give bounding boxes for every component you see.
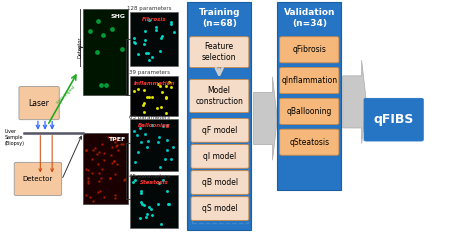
Text: Fibrosis: Fibrosis <box>142 17 166 22</box>
Polygon shape <box>343 60 366 144</box>
Text: Feature
selection: Feature selection <box>202 42 237 62</box>
Text: Detector: Detector <box>77 37 82 58</box>
Text: qI model: qI model <box>203 152 237 161</box>
FancyBboxPatch shape <box>191 197 249 220</box>
Text: 128 parameters: 128 parameters <box>127 6 172 11</box>
Text: Steatosis: Steatosis <box>140 180 168 185</box>
Text: Ballooning: Ballooning <box>137 123 171 128</box>
Text: SHG Signal: SHG Signal <box>56 85 76 105</box>
FancyBboxPatch shape <box>280 98 339 124</box>
Text: qFIBS: qFIBS <box>374 113 414 126</box>
Text: qInflammation: qInflammation <box>281 76 337 85</box>
Text: TPEF: TPEF <box>109 137 126 142</box>
Text: 63 parameters: 63 parameters <box>129 115 170 120</box>
Text: qS model: qS model <box>202 204 238 213</box>
Text: Liver
Sample
(Biopsy): Liver Sample (Biopsy) <box>5 129 25 146</box>
Text: Laser: Laser <box>28 99 50 108</box>
FancyBboxPatch shape <box>280 68 339 94</box>
Text: Detector: Detector <box>23 176 53 182</box>
FancyBboxPatch shape <box>190 37 249 68</box>
FancyBboxPatch shape <box>83 9 128 95</box>
FancyBboxPatch shape <box>130 12 178 66</box>
Text: SHG: SHG <box>110 14 126 19</box>
Text: qF model: qF model <box>202 126 237 135</box>
Text: qB model: qB model <box>202 178 238 187</box>
Text: Training
(n=68): Training (n=68) <box>199 8 240 28</box>
FancyBboxPatch shape <box>191 171 249 194</box>
Text: Inflammation: Inflammation <box>133 81 175 86</box>
Text: qFibrosis: qFibrosis <box>292 45 326 54</box>
FancyBboxPatch shape <box>14 162 62 196</box>
FancyBboxPatch shape <box>190 79 249 113</box>
FancyBboxPatch shape <box>19 87 59 120</box>
FancyBboxPatch shape <box>83 133 128 204</box>
FancyBboxPatch shape <box>364 98 423 141</box>
Text: qBallooning: qBallooning <box>287 107 332 116</box>
Text: Validation
(n=34): Validation (n=34) <box>283 8 335 28</box>
FancyBboxPatch shape <box>130 118 178 171</box>
FancyBboxPatch shape <box>130 76 178 116</box>
Text: Model
construction: Model construction <box>195 86 243 106</box>
FancyBboxPatch shape <box>130 175 178 228</box>
FancyBboxPatch shape <box>277 2 341 190</box>
Text: qSteatosis: qSteatosis <box>289 138 329 147</box>
FancyBboxPatch shape <box>280 37 339 63</box>
Polygon shape <box>254 77 277 160</box>
Text: 45 parameters: 45 parameters <box>129 174 170 179</box>
Text: 39 parameters: 39 parameters <box>129 70 170 75</box>
FancyBboxPatch shape <box>187 2 251 230</box>
FancyBboxPatch shape <box>280 129 339 155</box>
FancyBboxPatch shape <box>191 118 249 142</box>
FancyBboxPatch shape <box>191 145 249 168</box>
